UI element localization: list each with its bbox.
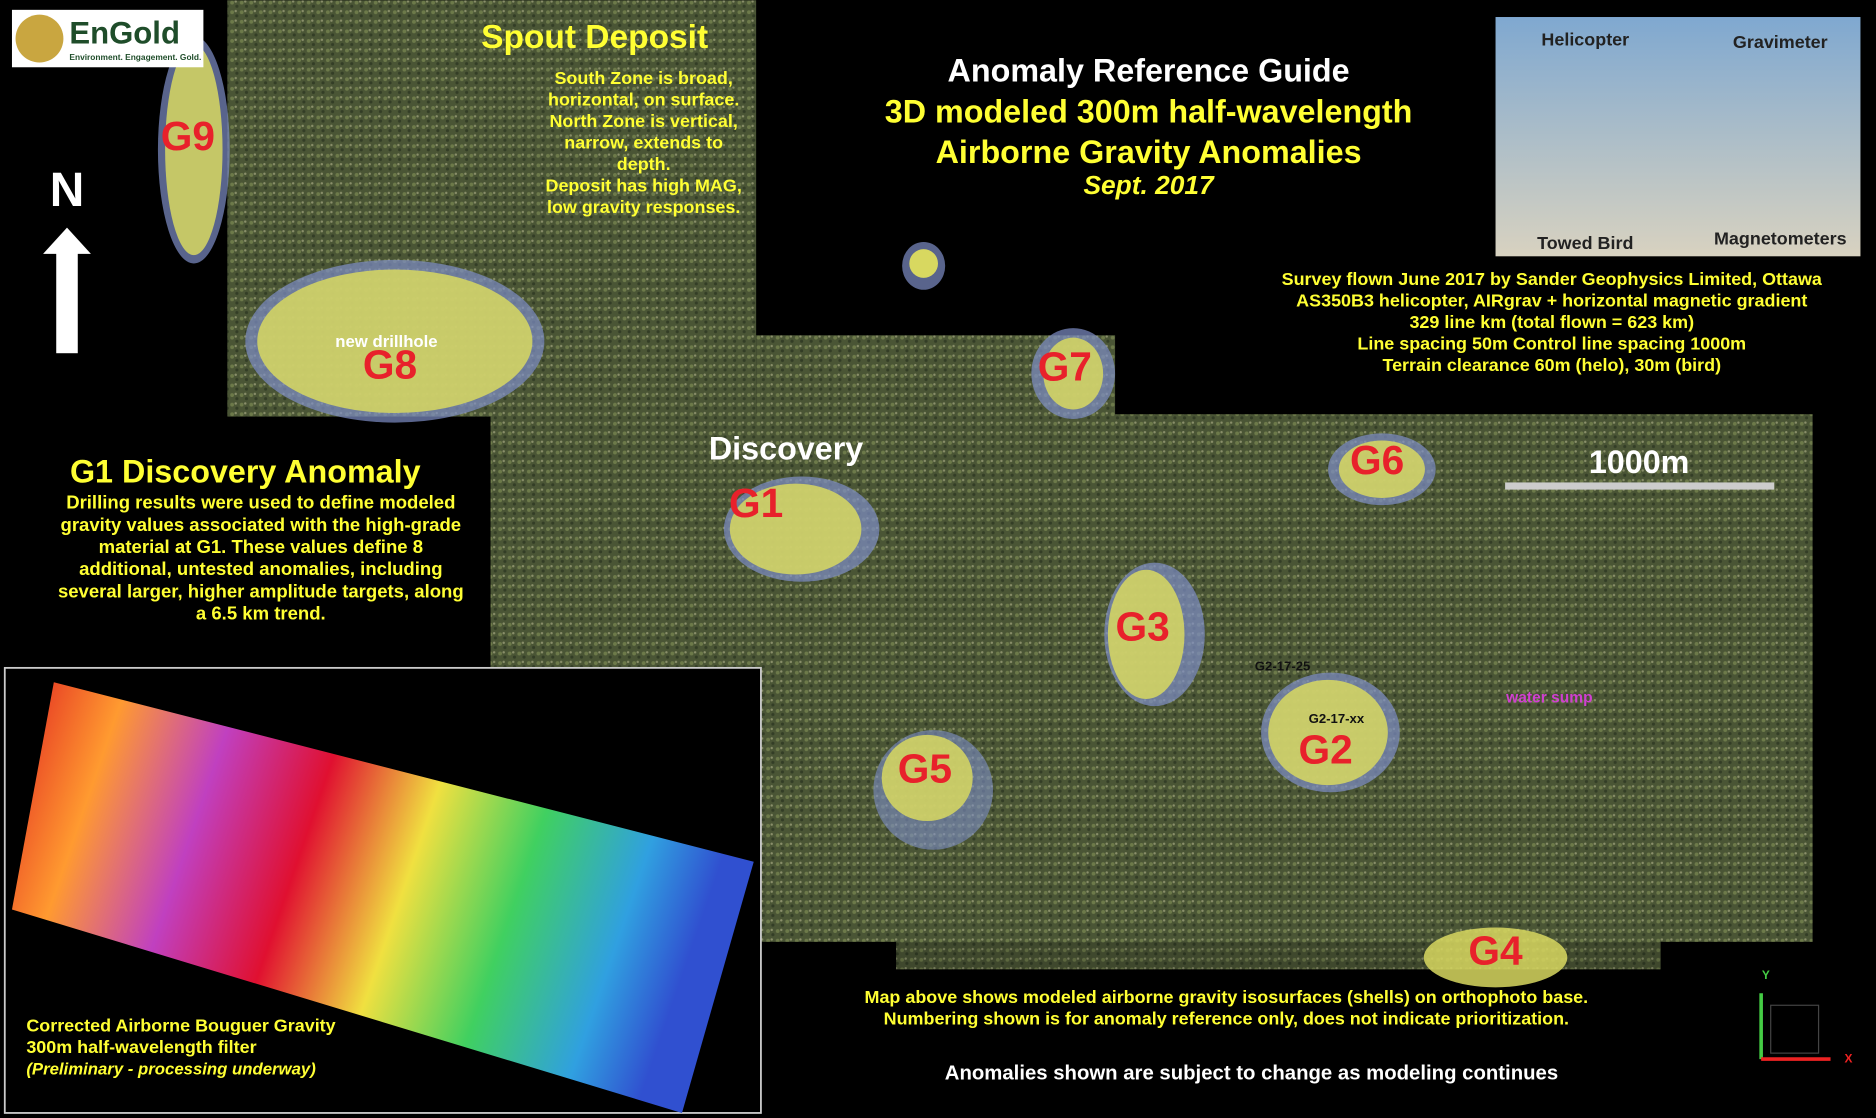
anomaly-label: G6 <box>1350 437 1404 483</box>
survey-line: 329 line km (total flown = 623 km) <box>1409 312 1694 332</box>
footer-line: Numbering shown is for anomaly reference… <box>884 1008 1569 1028</box>
title-date: Sept. 2017 <box>1083 170 1215 200</box>
g1-line: several larger, higher amplitude targets… <box>58 580 464 601</box>
logo-tagline: Environment. Engagement. Gold. <box>69 52 201 62</box>
spout-note: narrow, extends to <box>564 133 723 153</box>
photo-label: Gravimeter <box>1733 32 1828 52</box>
spout-note: horizontal, on surface. <box>548 90 739 110</box>
g1-line: Drilling results were used to define mod… <box>66 492 455 513</box>
footer-caveat: Anomalies shown are subject to change as… <box>945 1062 1558 1084</box>
logo-globe <box>15 14 64 63</box>
spout-note: depth. <box>617 154 671 174</box>
g1-line: gravity values associated with the high-… <box>61 514 462 535</box>
g1-title: G1 Discovery Anomaly <box>70 453 421 489</box>
anomaly-label: G2 <box>1299 727 1353 773</box>
logo-name: EnGold <box>69 15 180 50</box>
g1-line: material at G1. These values define 8 <box>99 536 423 557</box>
anomaly-label: G8 <box>363 341 417 387</box>
gravity-line: 300m half-wavelength filter <box>26 1037 256 1057</box>
spout-note: South Zone is broad, <box>554 68 732 88</box>
photo-label: Magnetometers <box>1714 228 1847 248</box>
g1-line: a 6.5 km trend. <box>196 602 326 623</box>
axis-y: Y <box>1762 968 1770 982</box>
scale-label: 1000m <box>1589 444 1690 480</box>
spout-title: Spout Deposit <box>481 19 708 56</box>
footer-line: Map above shows modeled airborne gravity… <box>865 987 1589 1007</box>
gravity-panel <box>3 666 762 1114</box>
anomaly-shells <box>157 36 1775 988</box>
anomaly-label: G3 <box>1115 603 1169 649</box>
spout-note: North Zone is vertical, <box>549 111 737 131</box>
photo-label: Towed Bird <box>1537 233 1633 253</box>
north-label: N <box>50 164 85 217</box>
axes-icon <box>1759 993 1831 1061</box>
survey-line: Line spacing 50m Control line spacing 10… <box>1357 334 1746 354</box>
title-line: Airborne Gravity Anomalies <box>936 134 1362 170</box>
anomaly-label: G1 <box>729 480 783 526</box>
title-line: 3D modeled 300m half-wavelength <box>885 93 1413 129</box>
spout-note: Deposit has high MAG, <box>546 176 742 196</box>
survey-line: Terrain clearance 60m (helo), 30m (bird) <box>1382 355 1721 375</box>
anomaly-label: G9 <box>161 113 215 159</box>
hole-label: G2-17-25 <box>1255 658 1311 673</box>
hole-label: G2-17-xx <box>1309 711 1365 726</box>
title-line: Anomaly Reference Guide <box>948 53 1350 89</box>
anomaly-label: G7 <box>1038 344 1092 390</box>
survey-line: Survey flown June 2017 by Sander Geophys… <box>1282 269 1823 289</box>
sump-label: water sump <box>1505 690 1592 707</box>
gravity-note: (Preliminary - processing underway) <box>26 1060 316 1079</box>
anomaly-label: G5 <box>898 746 952 792</box>
discovery-label: Discovery <box>709 431 863 467</box>
survey-line: AS350B3 helicopter, AIRgrav + horizontal… <box>1296 291 1807 311</box>
g1-line: additional, untested anomalies, includin… <box>79 558 442 579</box>
helicopter-photo <box>1495 17 1861 257</box>
spout-note: low gravity responses. <box>547 197 740 217</box>
anomaly-label: G4 <box>1468 928 1523 974</box>
gravity-line: Corrected Airborne Bouguer Gravity <box>26 1016 335 1036</box>
axis-x: X <box>1844 1052 1852 1066</box>
drillhole-label: new drillhole <box>335 332 437 351</box>
north-arrow <box>43 227 91 354</box>
photo-label: Helicopter <box>1541 30 1629 50</box>
